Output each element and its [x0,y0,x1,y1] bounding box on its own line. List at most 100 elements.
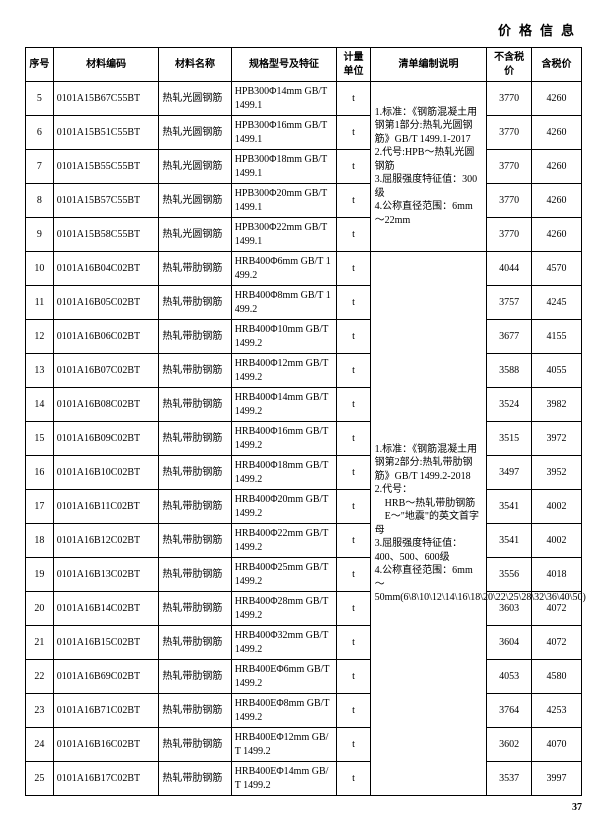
cell-tax: 4260 [531,82,581,116]
table-row: 120101A16B06C02BT热轧带肋钢筋HRB400Φ10mm GB/T … [26,320,582,354]
cell-seq: 18 [26,524,54,558]
cell-name: 热轧带肋钢筋 [159,320,231,354]
col-desc: 清单编制说明 [370,48,487,82]
table-row: 60101A15B51C55BT热轧光圆钢筋HPB300Φ16mm GB/T 1… [26,116,582,150]
cell-spec: HRB400EΦ6mm GB/T 1499.2 [231,660,337,694]
table-row: 190101A16B13C02BT热轧带肋钢筋HRB400Φ25mm GB/T … [26,558,582,592]
cell-tax: 4018 [531,558,581,592]
cell-name: 热轧光圆钢筋 [159,184,231,218]
cell-code: 0101A16B09C02BT [53,422,159,456]
cell-notax: 3770 [487,116,531,150]
cell-unit: t [337,558,370,592]
table-row: 110101A16B05C02BT热轧带肋钢筋HRB400Φ8mm GB/T 1… [26,286,582,320]
cell-spec: HRB400Φ8mm GB/T 1499.2 [231,286,337,320]
cell-notax: 3537 [487,762,531,796]
cell-notax: 4044 [487,252,531,286]
cell-notax: 3770 [487,82,531,116]
cell-notax: 4053 [487,660,531,694]
cell-spec: HRB400Φ12mm GB/T 1499.2 [231,354,337,388]
cell-code: 0101A16B13C02BT [53,558,159,592]
cell-desc: 1.标准：《钢筋混凝土用钢第1部分:热轧光圆钢筋》GB/T 1499.1-201… [370,82,487,252]
cell-tax: 4570 [531,252,581,286]
cell-name: 热轧带肋钢筋 [159,558,231,592]
cell-tax: 4245 [531,286,581,320]
cell-notax: 3677 [487,320,531,354]
cell-seq: 12 [26,320,54,354]
cell-name: 热轧带肋钢筋 [159,660,231,694]
cell-unit: t [337,388,370,422]
cell-seq: 14 [26,388,54,422]
cell-tax: 3982 [531,388,581,422]
cell-name: 热轧光圆钢筋 [159,116,231,150]
cell-tax: 4260 [531,218,581,252]
cell-spec: HRB400Φ16mm GB/T 1499.2 [231,422,337,456]
cell-code: 0101A15B58C55BT [53,218,159,252]
cell-name: 热轧带肋钢筋 [159,490,231,524]
cell-code: 0101A16B07C02BT [53,354,159,388]
cell-notax: 3604 [487,626,531,660]
cell-name: 热轧带肋钢筋 [159,456,231,490]
cell-tax: 4253 [531,694,581,728]
cell-seq: 22 [26,660,54,694]
cell-name: 热轧带肋钢筋 [159,422,231,456]
cell-tax: 3972 [531,422,581,456]
table-row: 50101A15B67C55BT热轧光圆钢筋HPB300Φ14mm GB/T 1… [26,82,582,116]
cell-code: 0101A16B11C02BT [53,490,159,524]
cell-notax: 3524 [487,388,531,422]
cell-notax: 3770 [487,218,531,252]
cell-seq: 23 [26,694,54,728]
cell-code: 0101A16B04C02BT [53,252,159,286]
cell-tax: 4002 [531,524,581,558]
cell-notax: 3588 [487,354,531,388]
table-row: 230101A16B71C02BT热轧带肋钢筋HRB400EΦ8mm GB/T … [26,694,582,728]
cell-name: 热轧光圆钢筋 [159,150,231,184]
cell-code: 0101A16B17C02BT [53,762,159,796]
cell-code: 0101A16B69C02BT [53,660,159,694]
cell-unit: t [337,184,370,218]
cell-name: 热轧带肋钢筋 [159,626,231,660]
cell-name: 热轧带肋钢筋 [159,762,231,796]
cell-spec: HPB300Φ16mm GB/T 1499.1 [231,116,337,150]
cell-code: 0101A15B55C55BT [53,150,159,184]
cell-notax: 3770 [487,184,531,218]
col-spec: 规格型号及特征 [231,48,337,82]
table-row: 240101A16B16C02BT热轧带肋钢筋HRB400EΦ12mm GB/T… [26,728,582,762]
cell-spec: HRB400Φ28mm GB/T 1499.2 [231,592,337,626]
cell-name: 热轧带肋钢筋 [159,388,231,422]
price-table: 序号 材料编码 材料名称 规格型号及特征 计量单位 清单编制说明 不含税价 含税… [25,47,582,796]
cell-seq: 6 [26,116,54,150]
cell-notax: 3556 [487,558,531,592]
cell-name: 热轧带肋钢筋 [159,728,231,762]
cell-unit: t [337,626,370,660]
cell-desc: 1.标准：《钢筋混凝土用钢第2部分:热轧带肋钢筋》GB/T 1499.2-201… [370,252,487,796]
cell-unit: t [337,252,370,286]
cell-tax: 4072 [531,626,581,660]
table-row: 150101A16B09C02BT热轧带肋钢筋HRB400Φ16mm GB/T … [26,422,582,456]
header-row: 序号 材料编码 材料名称 规格型号及特征 计量单位 清单编制说明 不含税价 含税… [26,48,582,82]
cell-spec: HRB400Φ18mm GB/T 1499.2 [231,456,337,490]
cell-spec: HPB300Φ22mm GB/T 1499.1 [231,218,337,252]
cell-spec: HPB300Φ20mm GB/T 1499.1 [231,184,337,218]
cell-seq: 24 [26,728,54,762]
cell-seq: 5 [26,82,54,116]
cell-name: 热轧带肋钢筋 [159,286,231,320]
cell-code: 0101A16B06C02BT [53,320,159,354]
cell-unit: t [337,354,370,388]
table-row: 70101A15B55C55BT热轧光圆钢筋HPB300Φ18mm GB/T 1… [26,150,582,184]
cell-seq: 16 [26,456,54,490]
cell-spec: HRB400Φ25mm GB/T 1499.2 [231,558,337,592]
cell-unit: t [337,320,370,354]
cell-spec: HRB400Φ14mm GB/T 1499.2 [231,388,337,422]
cell-seq: 20 [26,592,54,626]
cell-notax: 3541 [487,524,531,558]
table-row: 250101A16B17C02BT热轧带肋钢筋HRB400EΦ14mm GB/T… [26,762,582,796]
cell-notax: 3541 [487,490,531,524]
cell-unit: t [337,524,370,558]
cell-spec: HRB400EΦ8mm GB/T 1499.2 [231,694,337,728]
cell-code: 0101A16B14C02BT [53,592,159,626]
table-row: 90101A15B58C55BT热轧光圆钢筋HPB300Φ22mm GB/T 1… [26,218,582,252]
col-seq: 序号 [26,48,54,82]
cell-code: 0101A16B71C02BT [53,694,159,728]
cell-tax: 3952 [531,456,581,490]
cell-unit: t [337,694,370,728]
